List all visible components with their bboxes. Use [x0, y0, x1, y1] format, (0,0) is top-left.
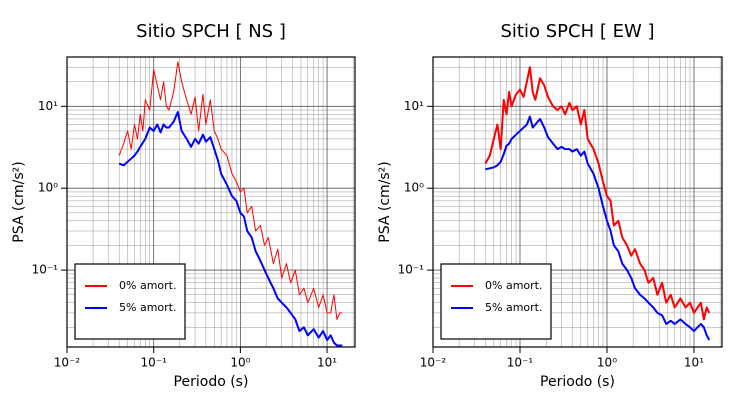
x-tick-label: 10⁻²: [420, 356, 447, 370]
chart-title: Sitio SPCH [ NS ]: [136, 21, 286, 42]
y-axis-label: PSA (cm/s²): [11, 161, 27, 243]
x-axis-label: Periodo (s): [540, 374, 615, 390]
x-tick-label: 10⁻²: [54, 356, 81, 370]
x-axis-label: Periodo (s): [174, 374, 249, 390]
legend-label: 5% amort.: [485, 301, 542, 314]
y-tick-label: 10⁰: [404, 181, 424, 195]
plot-frame: [66, 56, 356, 348]
x-tick-label: 10⁻¹: [140, 356, 167, 370]
y-tick-label: 10¹: [404, 99, 424, 113]
x-tick-label: 10⁻¹: [507, 356, 534, 370]
series-line: [484, 66, 711, 321]
x-tick-label: 10¹: [684, 356, 704, 370]
y-tick-label: 10⁻¹: [32, 263, 59, 277]
y-tick-label: 10¹: [38, 99, 58, 113]
y-tick-label: 10⁻¹: [398, 263, 425, 277]
x-tick-label: 10⁰: [597, 356, 617, 370]
plot-frame: [432, 56, 723, 348]
series-line: [485, 115, 711, 341]
series-line: [118, 61, 343, 320]
legend-box: [74, 263, 186, 340]
legend-label: 0% amort.: [119, 279, 176, 292]
y-tick-label: 10⁰: [38, 181, 58, 195]
legend-label: 5% amort.: [119, 301, 176, 314]
y-axis-label: PSA (cm/s²): [377, 161, 393, 243]
chart-title: Sitio SPCH [ EW ]: [501, 21, 655, 42]
legend-box: [440, 263, 552, 340]
x-tick-label: 10¹: [317, 356, 337, 370]
series-line: [118, 111, 343, 347]
x-tick-label: 10⁰: [230, 356, 250, 370]
legend-label: 0% amort.: [485, 279, 542, 292]
